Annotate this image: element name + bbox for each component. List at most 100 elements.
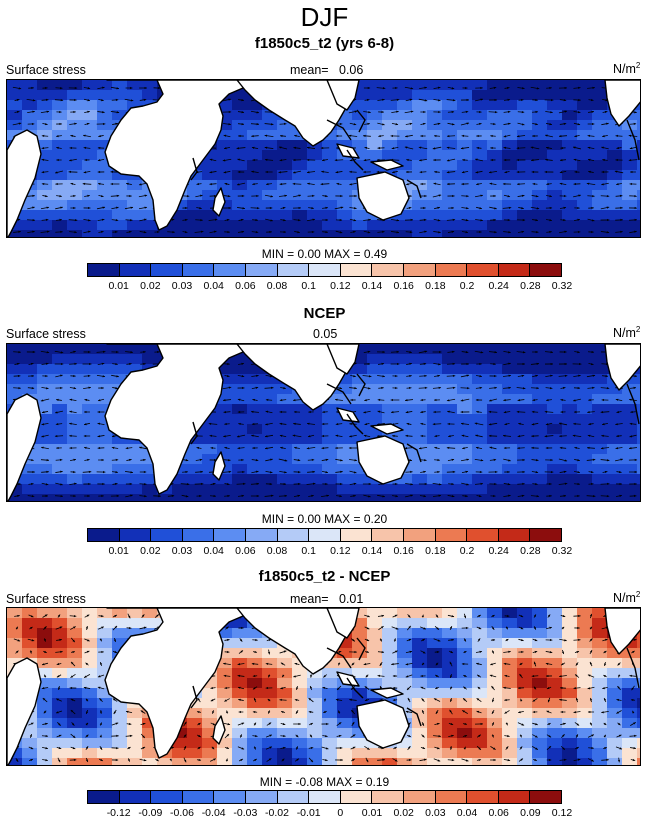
field-cell	[217, 384, 233, 395]
field-cell	[97, 728, 113, 739]
field-cell	[292, 474, 308, 485]
field-cell	[142, 718, 158, 729]
field-cell	[52, 678, 68, 689]
field-cell	[577, 220, 593, 231]
wind-stress-arrowhead	[184, 230, 188, 234]
field-cell	[22, 220, 38, 231]
panel2-max-value: 0.20	[363, 512, 388, 526]
wind-stress-arrowhead	[196, 182, 199, 186]
field-cell	[367, 394, 383, 405]
field-cell	[367, 364, 383, 375]
field-cell	[97, 140, 113, 151]
field-cell	[487, 424, 503, 435]
field-cell	[262, 374, 278, 385]
wind-stress-arrowhead	[59, 110, 62, 114]
wind-stress-arrowhead	[536, 230, 539, 234]
wind-stress-arrowhead	[396, 110, 399, 113]
wind-stress-arrowhead	[434, 434, 437, 438]
wind-stress-arrowhead	[532, 398, 535, 402]
wind-stress-arrowhead	[490, 158, 493, 162]
wind-stress-arrowhead	[461, 134, 465, 138]
field-cell	[82, 748, 98, 759]
wind-stress-arrowhead	[55, 422, 59, 426]
field-cell	[262, 678, 278, 689]
wind-stress-arrowhead	[130, 351, 133, 354]
field-cell	[547, 80, 563, 91]
wind-stress-arrowhead	[620, 230, 623, 233]
field-cell	[592, 618, 608, 629]
wind-stress-arrowhead	[465, 219, 469, 222]
wind-stress-arrowhead	[270, 219, 273, 222]
field-cell	[412, 608, 428, 619]
wind-stress-arrowhead	[461, 171, 465, 174]
wind-stress-arrowhead	[634, 638, 637, 641]
wind-stress-arrowhead	[475, 446, 479, 449]
field-cell	[292, 748, 308, 759]
wind-stress-arrowhead	[451, 615, 455, 618]
wind-stress-arrowhead	[605, 638, 608, 641]
wind-stress-arrowhead	[320, 146, 324, 150]
field-cell	[292, 230, 308, 237]
field-cell	[352, 698, 368, 709]
wind-stress-arrowhead	[293, 399, 296, 402]
field-cell	[607, 384, 623, 395]
wind-stress-arrowhead	[377, 146, 380, 150]
field-cell	[562, 748, 578, 759]
wind-stress-arrowhead	[393, 638, 396, 641]
colorbar-tick-label: 0.16	[393, 545, 414, 557]
field-cell	[577, 668, 593, 679]
field-cell	[292, 758, 308, 765]
field-cell	[547, 110, 563, 121]
field-cell	[247, 140, 263, 151]
field-cell	[502, 210, 518, 221]
panel3-title: f1850c5_t2 - NCEP	[258, 568, 391, 585]
wind-stress-arrowhead	[339, 218, 343, 222]
field-cell	[22, 110, 38, 121]
field-cell	[142, 190, 158, 201]
field-cell	[412, 354, 428, 365]
wind-stress-arrowhead	[185, 206, 188, 210]
field-cell	[352, 424, 368, 435]
wind-stress-arrowhead	[615, 423, 618, 426]
field-cell	[547, 688, 563, 699]
field-cell	[547, 354, 563, 365]
wind-stress-arrowhead	[517, 435, 521, 438]
field-cell	[142, 474, 158, 485]
field-cell	[577, 100, 593, 111]
wind-stress-arrowhead	[306, 447, 310, 450]
field-cell	[502, 354, 518, 365]
field-cell	[262, 758, 278, 765]
wind-stress-arrowhead	[32, 470, 35, 474]
wind-stress-arrowhead	[493, 362, 496, 366]
wind-stress-arrowhead	[73, 206, 76, 210]
field-cell	[547, 424, 563, 435]
field-cell	[487, 130, 503, 141]
field-cell	[67, 728, 83, 739]
field-cell	[37, 668, 53, 679]
field-cell	[352, 374, 368, 385]
wind-stress-arrowhead	[382, 230, 385, 233]
wind-stress-arrowhead	[560, 410, 563, 414]
wind-stress-arrowhead	[59, 194, 62, 198]
wind-stress-arrowhead	[284, 122, 287, 126]
field-cell	[487, 738, 503, 749]
wind-stress-arrowhead	[478, 494, 482, 498]
field-cell	[592, 90, 608, 101]
wind-stress-arrowhead	[561, 626, 565, 630]
field-cell	[637, 708, 640, 719]
wind-stress-arrowhead	[447, 410, 450, 413]
field-cell	[412, 444, 428, 455]
field-cell	[457, 628, 473, 639]
wind-stress-arrowhead	[98, 399, 101, 402]
panel2-units-base: N/m	[613, 326, 636, 341]
wind-stress-arrowhead	[228, 386, 232, 389]
wind-stress-arrowhead	[242, 207, 245, 210]
wind-stress-arrowhead	[325, 471, 328, 474]
field-cell	[532, 110, 548, 121]
field-cell	[562, 494, 578, 501]
field-cell	[427, 404, 443, 415]
field-cell	[22, 344, 38, 355]
field-cell	[517, 220, 533, 231]
field-cell	[547, 150, 563, 161]
wind-stress-arrowhead	[70, 134, 73, 138]
